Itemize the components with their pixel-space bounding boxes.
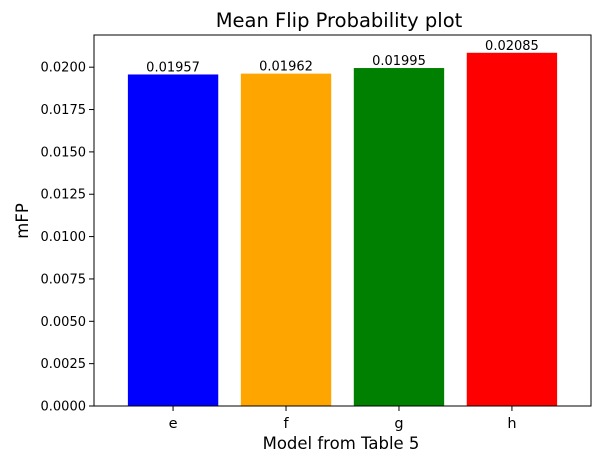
plot-area: 0.0000 0.0025 0.0050 0.0075 0.0100 0.0125 0.01… <box>41 39 558 432</box>
bar-f <box>240 73 332 406</box>
bar-h <box>466 52 558 407</box>
y-tick-label: 0.0175 <box>41 103 87 118</box>
y-tick-label: 0.0025 <box>41 357 87 372</box>
y-axis-label: mFP <box>13 203 32 239</box>
y-tick-label: 0.0075 <box>41 272 87 287</box>
x-tick-label: e <box>169 416 178 432</box>
y-tick-label: 0.0150 <box>41 145 87 160</box>
y-tick-label: 0.0050 <box>41 315 87 330</box>
x-tick-label: h <box>507 416 516 432</box>
y-tick-label: 0.0100 <box>41 230 87 245</box>
y-tick-label: 0.0125 <box>41 188 87 203</box>
bar-value-label: 0.01962 <box>259 60 313 75</box>
bar-e <box>127 74 219 407</box>
x-tick-label: g <box>394 416 403 432</box>
y-tick-label: 0.0200 <box>41 61 87 76</box>
chart-title: Mean Flip Probability plot <box>216 9 463 32</box>
bar-g <box>353 68 445 407</box>
y-tick-label: 0.0000 <box>41 400 87 415</box>
x-axis-label: Model from Table 5 <box>263 434 420 453</box>
x-tick-label: f <box>283 416 289 432</box>
bar-value-label: 0.01957 <box>146 60 200 75</box>
bar-value-label: 0.01995 <box>372 54 426 69</box>
bar-value-label: 0.02085 <box>485 39 539 54</box>
plot-frame <box>93 34 592 407</box>
